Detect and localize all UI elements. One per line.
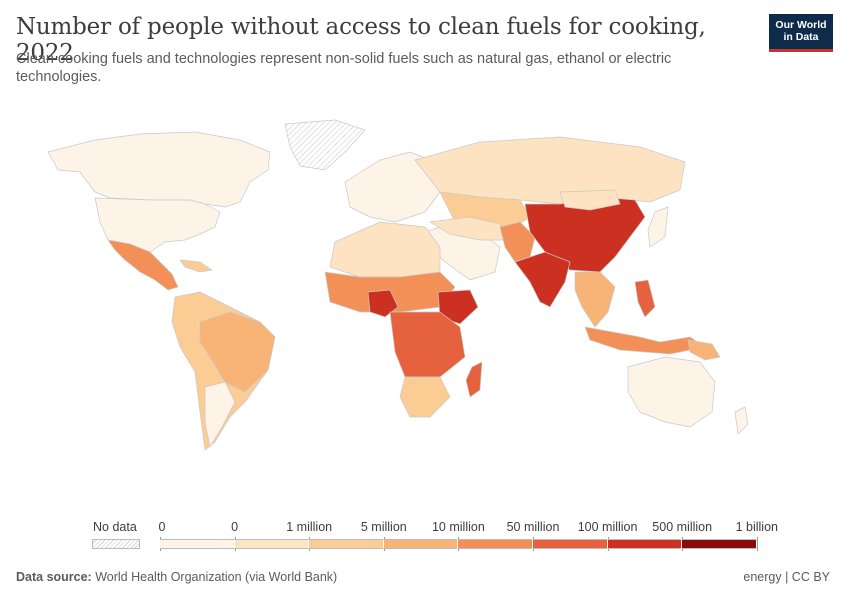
region-brazil[interactable] <box>199 311 276 393</box>
legend-bin[interactable] <box>309 539 384 549</box>
region-southern-cone[interactable] <box>204 381 236 448</box>
logo-line-2: in Data <box>783 31 819 43</box>
region-central-africa[interactable] <box>389 311 466 378</box>
legend-tick-label: 0 <box>231 520 239 534</box>
legend-tick-label: 1 billion <box>735 520 778 534</box>
legend-tick-label: 500 million <box>652 520 713 534</box>
legend-bin[interactable] <box>533 539 608 549</box>
region-caribbean[interactable] <box>179 259 213 273</box>
region-new-zealand[interactable] <box>734 406 749 435</box>
region-north-america-north[interactable] <box>47 131 271 208</box>
map-legend: No data 0 0 1 million 5 million 10 million 50… <box>0 515 850 555</box>
region-europe[interactable] <box>344 151 441 223</box>
license-text[interactable]: energy | CC BY <box>743 570 830 584</box>
data-source: Data source: World Health Organization (… <box>16 570 337 584</box>
legend-tick-label: 50 million <box>506 520 560 534</box>
region-india[interactable] <box>514 251 571 308</box>
legend-bin[interactable] <box>383 539 459 549</box>
region-australia[interactable] <box>627 356 716 428</box>
legend-bin[interactable] <box>607 539 683 549</box>
legend-tick-mark <box>756 537 758 551</box>
region-southeast-asia[interactable] <box>574 271 616 328</box>
legend-nodata-swatch[interactable] <box>92 539 140 549</box>
legend-nodata-label: No data <box>93 520 137 534</box>
world-map[interactable] <box>0 112 850 512</box>
chart-subtitle: Clean cooking fuels and technologies rep… <box>16 51 672 85</box>
source-link[interactable]: World Health Organization (via World Ban… <box>95 570 338 584</box>
region-indonesia[interactable] <box>584 326 706 355</box>
legend-bin[interactable] <box>234 539 310 549</box>
region-greenland[interactable] <box>284 119 366 171</box>
region-mongolia[interactable] <box>559 189 621 211</box>
chart-title: Number of people without access to clean… <box>16 14 706 66</box>
legend-tick-label: 0 <box>158 520 166 534</box>
legend-tick-label: 1 million <box>286 520 333 534</box>
region-japan[interactable] <box>647 206 669 248</box>
logo-line-1: Our World <box>775 19 827 31</box>
region-philippines[interactable] <box>634 279 656 318</box>
legend-tick-label: 100 million <box>577 520 638 534</box>
region-mexico[interactable] <box>107 239 179 291</box>
owid-logo[interactable]: Our World in Data <box>769 14 833 52</box>
region-papua[interactable] <box>687 339 721 361</box>
source-label: Data source: <box>16 570 92 584</box>
legend-bin[interactable] <box>682 539 757 549</box>
region-southern-africa[interactable] <box>399 376 451 418</box>
legend-bin[interactable] <box>160 539 235 549</box>
legend-tick-label: 10 million <box>431 520 485 534</box>
legend-bin[interactable] <box>458 539 533 549</box>
region-north-africa[interactable] <box>329 221 441 278</box>
region-madagascar[interactable] <box>465 361 483 398</box>
legend-tick-label: 5 million <box>360 520 407 534</box>
